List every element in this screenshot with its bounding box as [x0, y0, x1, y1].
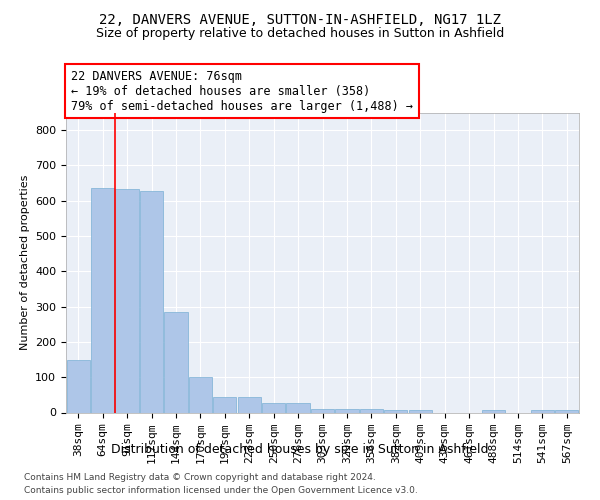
Text: 22, DANVERS AVENUE, SUTTON-IN-ASHFIELD, NG17 1LZ: 22, DANVERS AVENUE, SUTTON-IN-ASHFIELD, …	[99, 12, 501, 26]
Bar	[531, 410, 554, 412]
Bar	[164, 312, 188, 412]
Bar	[482, 410, 505, 412]
Bar	[555, 410, 578, 412]
Text: Size of property relative to detached houses in Sutton in Ashfield: Size of property relative to detached ho…	[96, 28, 504, 40]
Bar	[409, 410, 432, 412]
Text: Contains HM Land Registry data © Crown copyright and database right 2024.: Contains HM Land Registry data © Crown c…	[24, 472, 376, 482]
Bar	[91, 188, 114, 412]
Bar	[213, 396, 236, 412]
Bar	[360, 409, 383, 412]
Bar	[335, 409, 359, 412]
Bar	[115, 190, 139, 412]
Text: 22 DANVERS AVENUE: 76sqm
← 19% of detached houses are smaller (358)
79% of semi-: 22 DANVERS AVENUE: 76sqm ← 19% of detach…	[71, 70, 413, 112]
Bar	[262, 402, 285, 412]
Bar	[189, 377, 212, 412]
Bar	[238, 398, 261, 412]
Bar	[384, 410, 407, 412]
Bar	[67, 360, 90, 412]
Y-axis label: Number of detached properties: Number of detached properties	[20, 175, 29, 350]
Text: Contains public sector information licensed under the Open Government Licence v3: Contains public sector information licen…	[24, 486, 418, 495]
Bar	[311, 409, 334, 412]
Bar	[286, 402, 310, 412]
Bar	[140, 191, 163, 412]
Text: Distribution of detached houses by size in Sutton in Ashfield: Distribution of detached houses by size …	[111, 442, 489, 456]
